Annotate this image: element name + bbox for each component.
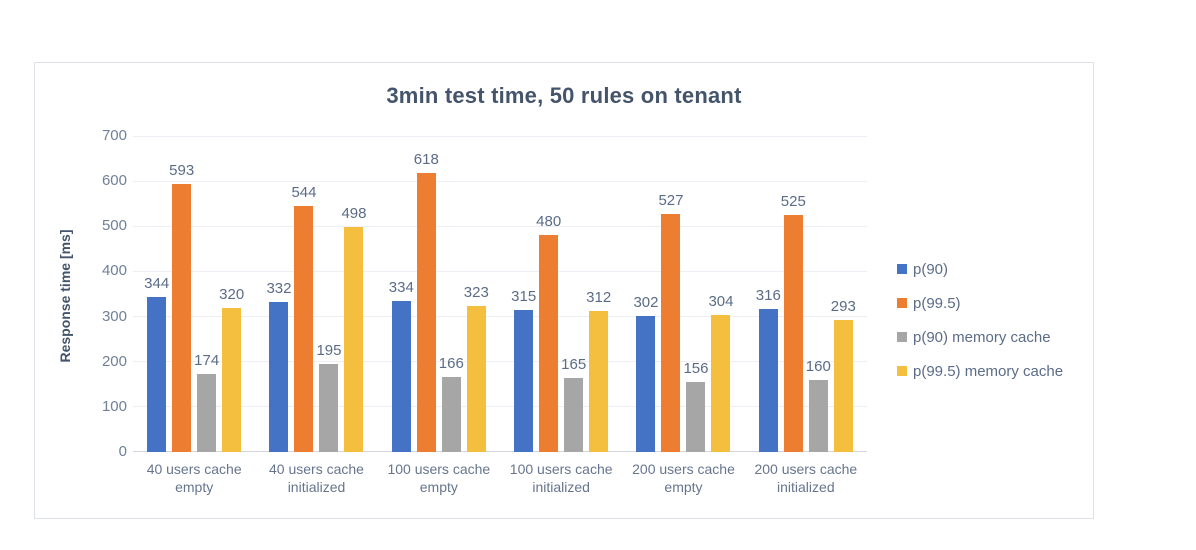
- bar-p-90-memory-cache: 156: [683, 360, 709, 452]
- bar-value-label: 480: [536, 213, 562, 231]
- bar-value-label: 293: [830, 297, 856, 315]
- bar-p-99.5-: 618: [414, 151, 439, 452]
- bar-group: 332 544 195 498: [255, 136, 377, 452]
- bar-value-label: 618: [413, 151, 439, 168]
- chart-container: 3min test time, 50 rules on tenant Respo…: [34, 62, 1094, 519]
- legend-color-swatch: [897, 264, 907, 274]
- x-category-label: 100 users cache empty: [387, 461, 491, 495]
- gridline: [133, 406, 867, 408]
- legend-color-swatch: [897, 332, 907, 342]
- legend-label: p(99.5) memory cache: [913, 362, 1064, 380]
- bar-p-99.5-: 544: [291, 184, 317, 452]
- bar-p-99.5-memory-cache: 320: [219, 286, 244, 452]
- bar-value-label: 160: [805, 357, 831, 375]
- y-tick-label: 300: [101, 307, 127, 325]
- bar-p-90-: 344: [144, 275, 169, 452]
- bar-value-label: 302: [633, 293, 659, 311]
- bar-value-label: 593: [169, 162, 195, 180]
- bar-value-label: 174: [194, 351, 220, 369]
- x-axis-line: [133, 451, 867, 452]
- y-tick-label: 100: [101, 397, 127, 415]
- bar-value-label: 344: [144, 274, 170, 292]
- bar-value-label: 332: [266, 280, 292, 298]
- bar-value-label: 156: [683, 359, 709, 377]
- gridline: [133, 135, 867, 137]
- y-tick-label: 400: [101, 262, 127, 280]
- bar-value-label: 166: [438, 355, 464, 373]
- bar-p-90-memory-cache: 166: [439, 355, 464, 452]
- bar-p-99.5-memory-cache: 304: [708, 293, 734, 452]
- y-tick-label: 0: [118, 443, 127, 460]
- legend-item: p(90): [897, 259, 1063, 279]
- bar-value-label: 315: [511, 287, 537, 305]
- bar-p-90-memory-cache: 160: [806, 358, 831, 452]
- legend-item: p(99.5) memory cache: [897, 361, 1063, 381]
- bar-p-99.5-memory-cache: 293: [831, 298, 856, 452]
- gridline: [133, 270, 867, 272]
- bar-value-label: 323: [463, 284, 489, 302]
- legend-label: p(90) memory cache: [913, 328, 1051, 346]
- x-category-label: 200 users cache empty: [632, 461, 735, 495]
- legend-item: p(90) memory cache: [897, 327, 1063, 347]
- bar-value-label: 195: [316, 342, 342, 359]
- bar-group: 334 618 166 323: [378, 136, 500, 452]
- y-tick-label: 500: [101, 217, 127, 235]
- gridline: [133, 180, 867, 182]
- bar-value-label: 334: [388, 279, 414, 297]
- gridline: [133, 316, 867, 318]
- bar-value-label: 544: [291, 184, 317, 202]
- bar-value-label: 316: [755, 287, 781, 305]
- bar-p-90-memory-cache: 195: [316, 342, 342, 452]
- legend-label: p(99.5): [913, 294, 961, 312]
- bar-group: 315 480 165 312: [500, 136, 622, 452]
- bar-value-label: 304: [708, 292, 734, 310]
- bar-value-label: 527: [658, 192, 684, 210]
- bar-p-99.5-: 593: [169, 162, 194, 452]
- x-category-label: 200 users cache initialized: [754, 461, 858, 495]
- bar-p-99.5-: 527: [658, 192, 684, 452]
- y-tick-label: 700: [101, 127, 127, 144]
- bar-value-label: 498: [341, 205, 367, 223]
- y-tick-label: 600: [101, 172, 127, 190]
- bar-p-99.5-memory-cache: 312: [586, 289, 611, 452]
- bar-p-90-: 334: [389, 279, 414, 452]
- plot-area: 0 100 200 300 400 500 600 700 344 593 174 320 332 544…: [102, 127, 867, 460]
- chart-title: 3min test time, 50 rules on tenant: [386, 83, 742, 108]
- bar-p-90-: 302: [633, 294, 659, 452]
- x-category-label: 100 users cache initialized: [509, 461, 613, 495]
- bar-p-99.5-memory-cache: 498: [341, 205, 367, 452]
- legend-color-swatch: [897, 366, 907, 376]
- legend-label: p(90): [913, 260, 949, 278]
- bar-value-label: 320: [219, 285, 245, 303]
- legend: p(90) p(99.5) p(90) memory cache p(99.5) me…: [897, 259, 1063, 395]
- x-category-label: 40 users cache empty: [146, 461, 242, 495]
- bar-p-99.5-: 525: [781, 193, 806, 452]
- bar-value-label: 312: [586, 289, 612, 307]
- bar-p-99.5-memory-cache: 323: [464, 284, 489, 452]
- legend-item: p(99.5): [897, 293, 1063, 313]
- bar-p-90-: 315: [511, 288, 536, 452]
- x-category-label: 40 users cache initialized: [269, 461, 364, 495]
- bar-value-label: 165: [561, 355, 587, 373]
- y-tick-label: 200: [101, 352, 127, 370]
- bar-p-90-memory-cache: 165: [561, 356, 586, 452]
- gridline: [133, 361, 867, 363]
- gridline: [133, 225, 867, 227]
- bar-group: 302 527 156 304: [622, 136, 744, 452]
- legend-color-swatch: [897, 298, 907, 308]
- bar-group: 344 593 174 320: [133, 136, 255, 452]
- bar-p-99.5-: 480: [536, 213, 561, 452]
- bar-group: 316 525 160 293: [745, 136, 867, 452]
- bar-value-label: 525: [780, 193, 806, 210]
- bar-p-90-: 316: [756, 287, 781, 452]
- y-axis-title: Response time [ms]: [57, 229, 73, 363]
- bar-p-90-: 332: [266, 280, 292, 452]
- bar-p-90-memory-cache: 174: [194, 352, 219, 452]
